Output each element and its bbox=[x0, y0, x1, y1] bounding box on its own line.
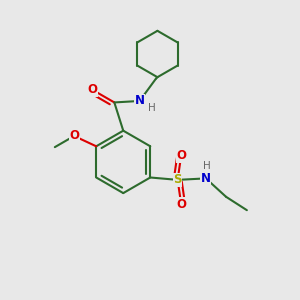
Text: O: O bbox=[88, 83, 98, 96]
Text: N: N bbox=[135, 94, 145, 107]
Text: H: H bbox=[148, 103, 156, 113]
Text: S: S bbox=[173, 173, 182, 186]
Text: O: O bbox=[176, 198, 186, 211]
Text: O: O bbox=[69, 130, 79, 142]
Text: H: H bbox=[203, 161, 211, 171]
Text: N: N bbox=[201, 172, 211, 185]
Text: O: O bbox=[176, 149, 186, 162]
